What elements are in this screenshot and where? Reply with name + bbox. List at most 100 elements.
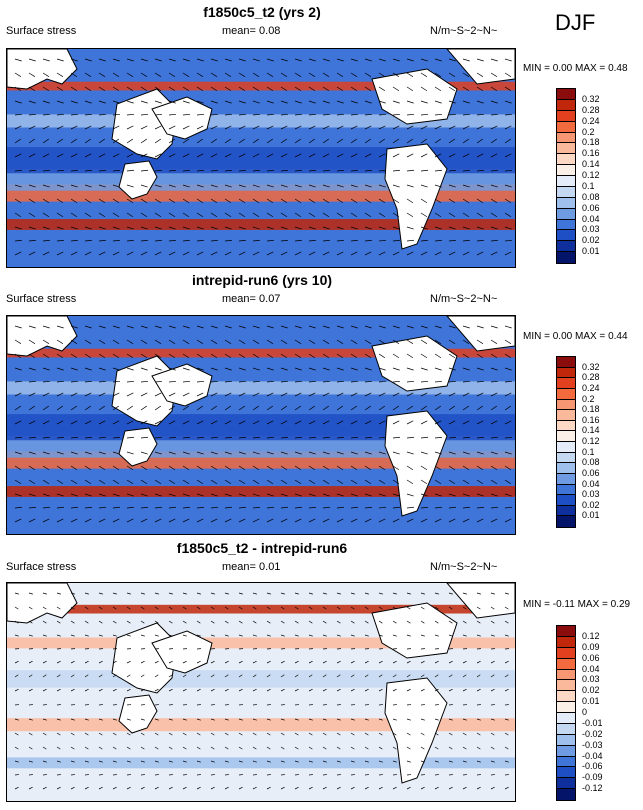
colorbar-level-label: 0.18 xyxy=(582,137,600,148)
colorbar-box xyxy=(557,110,575,122)
colorbar-box xyxy=(557,186,575,198)
colorbar-box xyxy=(557,357,575,368)
mean-value: 0.07 xyxy=(259,293,281,305)
map-panel-1 xyxy=(6,315,516,535)
colorbar-level-label: 0.03 xyxy=(582,674,600,685)
colorbar-level-label: 0.12 xyxy=(582,170,600,180)
colorbar-level-label: 0.01 xyxy=(582,696,600,707)
colorbar-box xyxy=(557,734,575,746)
min-max-label: MIN = 0.00 MAX = 0.44 xyxy=(523,331,628,342)
max-value: 0.48 xyxy=(608,63,628,74)
colorbar-box xyxy=(557,367,575,379)
colorbar-box xyxy=(557,778,575,790)
colorbar-box xyxy=(557,713,575,724)
colorbar-level-label: 0.12 xyxy=(582,630,600,641)
colorbar-box xyxy=(557,388,575,400)
colorbar-level-label: 0.04 xyxy=(582,663,600,674)
colorbar-box xyxy=(557,399,575,411)
colorbar-level-label: 0.14 xyxy=(582,159,600,170)
colorbar-box xyxy=(557,484,575,496)
colorbar-level-label: 0.24 xyxy=(582,382,600,393)
colorbar-box xyxy=(557,89,575,100)
units-label: N/m~S~2~N~ xyxy=(430,293,498,305)
colorbar-level-label: 0.32 xyxy=(582,93,600,104)
colorbar-level-label: 0.16 xyxy=(582,414,600,425)
colorbar-level-label: 0.03 xyxy=(582,489,600,500)
colorbar-level-label: -0.12 xyxy=(582,783,603,794)
colorbar-box xyxy=(557,241,575,253)
colorbar-box xyxy=(557,208,575,220)
colorbar-level-label: 0.08 xyxy=(582,191,600,202)
colorbar-box xyxy=(557,505,575,517)
colorbar-box xyxy=(557,516,575,527)
colorbar-level-label: 0.16 xyxy=(582,148,600,159)
colorbar-level-label: 0.06 xyxy=(582,202,600,213)
colorbar-box xyxy=(557,669,575,681)
colorbar-box xyxy=(557,452,575,464)
colorbar-box xyxy=(557,626,575,637)
colorbar-box xyxy=(557,165,575,176)
colorbar-level-label: 0.04 xyxy=(582,478,600,489)
field-label: Surface stress xyxy=(6,561,77,573)
colorbar-level-label: 0.1 xyxy=(582,180,595,191)
colorbar-box xyxy=(557,121,575,133)
field-label: Surface stress xyxy=(6,293,77,305)
colorbar-box xyxy=(557,442,575,453)
colorbar-box xyxy=(557,756,575,768)
colorbar-level-label: -0.02 xyxy=(582,728,603,739)
colorbar-2 xyxy=(556,625,576,801)
colorbar-level-label: 0.09 xyxy=(582,641,600,652)
min-max-label: MIN = 0.00 MAX = 0.48 xyxy=(523,63,628,74)
colorbar-level-label: -0.03 xyxy=(582,739,603,750)
mean-label: mean= 0.08 xyxy=(222,25,281,37)
colorbar-box xyxy=(557,463,575,474)
colorbar-level-label: 0.08 xyxy=(582,457,600,468)
colorbar-1 xyxy=(556,356,576,528)
colorbar-0 xyxy=(556,88,576,264)
min-max-label: MIN = -0.11 MAX = 0.29 xyxy=(523,599,631,610)
colorbar-level-label: 0.06 xyxy=(582,652,600,663)
colorbar-level-label: 0.06 xyxy=(582,467,600,478)
colorbar-level-label: 0.28 xyxy=(582,104,600,115)
max-value: 0.44 xyxy=(608,331,628,342)
colorbar-level-label: 0 xyxy=(582,707,588,717)
map-canvas xyxy=(7,316,515,534)
colorbar-level-label: 0.02 xyxy=(582,499,600,510)
map-canvas xyxy=(7,49,515,267)
colorbar-level-label: 0.32 xyxy=(582,361,600,372)
colorbar-box xyxy=(557,99,575,111)
colorbar-level-label: 0.02 xyxy=(582,685,600,696)
colorbar-level-label: 0.01 xyxy=(582,246,600,257)
colorbar-box xyxy=(557,252,575,263)
colorbar-level-label: 0.28 xyxy=(582,372,600,383)
colorbar-box xyxy=(557,702,575,713)
colorbar-box xyxy=(557,680,575,692)
min-value: -0.11 xyxy=(552,599,575,610)
colorbar-box xyxy=(557,420,575,432)
colorbar-box xyxy=(557,723,575,735)
mean-label: mean= 0.01 xyxy=(222,561,281,573)
colorbar-box xyxy=(557,473,575,485)
colorbar-level-label: 0.14 xyxy=(582,425,600,436)
map-panel-0 xyxy=(6,48,516,268)
colorbar-level-label: -0.04 xyxy=(582,750,603,761)
colorbar-box xyxy=(557,495,575,506)
units-label: N/m~S~2~N~ xyxy=(430,25,498,37)
colorbar-box xyxy=(557,647,575,659)
min-value: 0.00 xyxy=(552,63,573,74)
season-label: DJF xyxy=(555,10,596,35)
colorbar-level-label: 0.12 xyxy=(582,436,600,446)
mean-value: 0.08 xyxy=(259,25,281,37)
colorbar-level-label: 0.1 xyxy=(582,446,595,457)
colorbar-level-label: 0.01 xyxy=(582,510,600,521)
min-value: 0.00 xyxy=(552,331,573,342)
colorbar-box xyxy=(557,230,575,242)
colorbar-box xyxy=(557,219,575,231)
colorbar-box xyxy=(557,132,575,144)
mean-value: 0.01 xyxy=(259,561,281,573)
colorbar-level-label: -0.09 xyxy=(582,772,603,783)
colorbar-box xyxy=(557,143,575,155)
colorbar-box xyxy=(557,154,575,166)
max-value: 0.29 xyxy=(610,599,631,610)
map-panel-2 xyxy=(6,582,516,802)
